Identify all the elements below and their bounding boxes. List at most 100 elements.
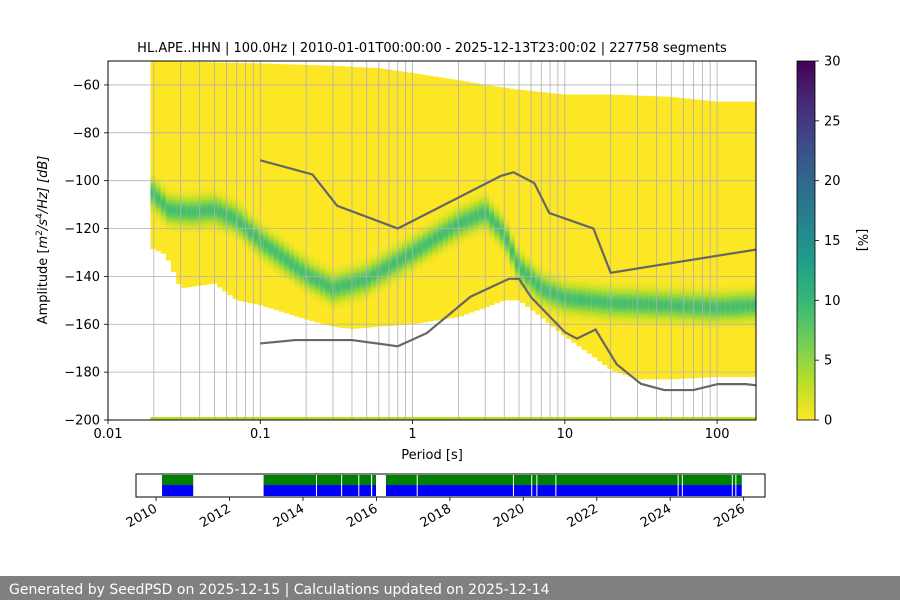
heatmap-cell — [627, 290, 634, 294]
heatmap-cell — [340, 266, 347, 269]
heatmap-cell — [622, 294, 629, 298]
heatmap-cell — [745, 312, 752, 315]
heatmap-column — [596, 94, 603, 362]
heatmap-cell — [658, 306, 665, 310]
heatmap-cell — [478, 230, 485, 234]
heatmap-cell — [201, 188, 208, 192]
heatmap-cell — [314, 279, 321, 283]
heatmap-cell — [289, 259, 295, 262]
heatmap-cell — [735, 297, 742, 301]
heatmap-cell — [576, 310, 583, 313]
heatmap-cell — [448, 247, 454, 251]
heatmap-cell — [237, 217, 244, 221]
heatmap-cell — [458, 222, 465, 226]
heatmap-cell — [602, 317, 608, 320]
heatmap-cell — [560, 286, 567, 290]
heatmap-cell — [340, 304, 347, 308]
heatmap-cell — [212, 224, 218, 228]
heatmap-cell — [704, 298, 711, 301]
heatmap-cell — [186, 215, 193, 219]
heatmap-cell — [160, 197, 167, 200]
heatmap-cell — [535, 293, 542, 297]
heatmap-cell — [494, 216, 501, 219]
heatmap-cell — [545, 310, 552, 314]
colorbar-tick-label: 10 — [824, 294, 841, 309]
heatmap-cell — [217, 190, 223, 193]
heatmap-cell — [612, 292, 619, 295]
heatmap-cell — [509, 240, 516, 244]
heatmap-cell — [560, 303, 567, 307]
heatmap-cell — [427, 250, 434, 253]
heatmap-cell — [412, 259, 418, 263]
heatmap-cell — [340, 296, 347, 299]
heatmap-cell — [591, 283, 598, 287]
heatmap-cell — [586, 300, 593, 304]
heatmap-cell — [247, 244, 254, 248]
heatmap-cell — [278, 245, 285, 248]
heatmap-cell — [191, 194, 198, 197]
heatmap-column — [627, 95, 634, 377]
heatmap-cell — [432, 216, 439, 220]
heatmap-cell — [217, 218, 223, 221]
heatmap-cell — [612, 322, 619, 325]
heatmap-cell — [309, 259, 316, 263]
heatmap-cell — [386, 244, 393, 247]
heatmap-cell — [509, 251, 516, 255]
heatmap-cell — [191, 198, 198, 202]
heatmap-cell — [155, 209, 162, 212]
heatmap-cell — [627, 314, 634, 317]
heatmap-cell — [176, 210, 182, 214]
heatmap-cell — [555, 293, 562, 296]
heatmap-cell — [714, 303, 721, 306]
heatmap-cell — [714, 305, 721, 308]
heatmap-cell — [607, 287, 613, 291]
heatmap-column — [422, 74, 429, 323]
heatmap-cell — [586, 317, 593, 321]
heatmap-cell — [648, 300, 654, 303]
heatmap-cell — [571, 303, 577, 306]
heatmap-column — [412, 73, 418, 324]
heatmap-cell — [314, 264, 321, 268]
heatmap-cell — [227, 216, 234, 219]
heatmap-cell — [365, 294, 372, 298]
heatmap-cell — [473, 198, 480, 202]
heatmap-cell — [637, 303, 644, 307]
heatmap-cell — [268, 233, 275, 236]
heatmap-cell — [704, 313, 711, 317]
heatmap-cell — [340, 272, 347, 276]
heatmap-cell — [560, 301, 567, 305]
heatmap-cell — [720, 296, 726, 299]
y-tick-label: −100 — [64, 174, 100, 189]
heatmap-cell — [396, 268, 403, 272]
heatmap-cell — [186, 226, 193, 230]
heatmap-cell — [478, 211, 485, 214]
heatmap-cell — [745, 284, 752, 287]
heatmap-cell — [381, 262, 388, 265]
heatmap-cell — [268, 259, 275, 262]
heatmap-cell — [622, 292, 629, 296]
heatmap-cell — [360, 273, 367, 276]
heatmap-cell — [571, 298, 577, 302]
timeline-frame — [135, 473, 766, 498]
heatmap-cell — [309, 262, 316, 265]
heatmap-cell — [499, 222, 506, 225]
heatmap-cell — [381, 249, 388, 253]
heatmap-cell — [283, 270, 290, 273]
heatmap-cell — [232, 229, 239, 232]
heatmap-cell — [720, 326, 726, 330]
heatmap-cell — [227, 222, 234, 226]
heatmap-cell — [448, 207, 454, 210]
updated-label: Calculations updated on 2025-12-14 — [293, 582, 550, 598]
heatmap-cell — [571, 318, 577, 321]
heatmap-cell — [514, 260, 521, 264]
heatmap-cell — [519, 270, 526, 273]
heatmap-cell — [530, 295, 536, 298]
heatmap-cell — [463, 209, 470, 213]
heatmap-cell — [360, 264, 367, 268]
heatmap-cell — [602, 284, 608, 288]
heatmap-cell — [365, 292, 372, 296]
heatmap-cell — [324, 272, 331, 276]
heatmap-cell — [217, 213, 223, 217]
heatmap-cell — [689, 314, 696, 318]
heatmap-cell — [412, 270, 418, 274]
